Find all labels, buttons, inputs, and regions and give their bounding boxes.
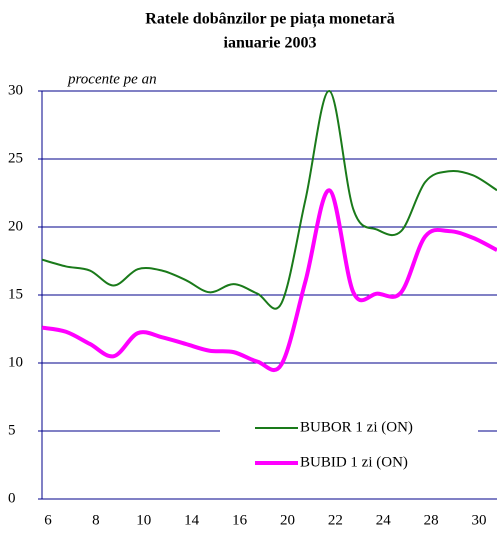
x-tick-label: 8: [92, 512, 100, 528]
legend-label: BUBOR 1 zi (ON): [300, 419, 413, 435]
x-tick-label: 10: [136, 512, 151, 528]
y-tick-label: 30: [8, 82, 23, 98]
line: [42, 89, 497, 310]
legend-box: [220, 410, 478, 482]
line: [42, 188, 497, 372]
y-tick-label: 5: [8, 422, 16, 438]
x-tick-label: 30: [472, 512, 487, 528]
x-tick-label: 28: [424, 512, 439, 528]
x-tick-label: 14: [184, 512, 200, 528]
y-tick-label: 10: [8, 354, 23, 370]
x-tick-label: 16: [232, 512, 248, 528]
y-tick-label: 25: [8, 150, 23, 166]
y-tick-label: 15: [8, 286, 23, 302]
subtitle: procente pe an: [67, 71, 157, 87]
x-tick-label: 22: [328, 512, 343, 528]
chart-title: ianuarie 2003: [224, 35, 317, 52]
x-tick-label: 6: [44, 512, 52, 528]
y-tick-label: 20: [8, 218, 23, 234]
legend-label: BUBID 1 zi (ON): [300, 454, 408, 470]
chart-title: Ratele dobânzilor pe piața monetară: [145, 11, 394, 29]
x-tick-label: 20: [280, 512, 295, 528]
y-tick-label: 0: [8, 490, 16, 506]
x-tick-label: 24: [376, 512, 392, 528]
